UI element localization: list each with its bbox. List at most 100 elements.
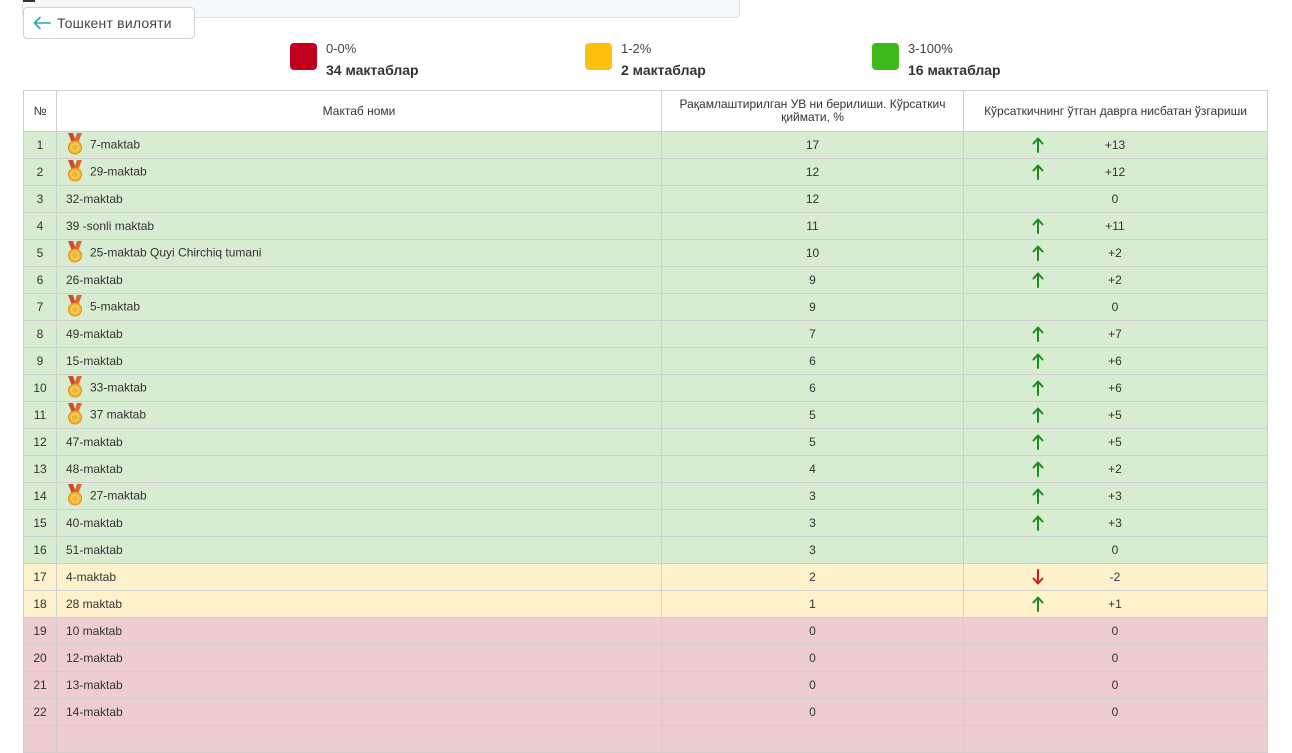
- table-row[interactable]: 22 14-maktab 0 0: [23, 698, 1268, 726]
- table-row[interactable]: 16 51-maktab 3 0: [23, 536, 1268, 564]
- school-name-cell: 48-maktab: [56, 455, 662, 483]
- arrow-up-icon: [1031, 406, 1045, 424]
- change-value: +7: [1108, 327, 1122, 341]
- row-number: 6: [23, 266, 57, 294]
- table-row[interactable]: 17 4-maktab 2 -2: [23, 563, 1268, 591]
- change-cell: 0: [963, 644, 1268, 672]
- arrow-up-icon: [1031, 487, 1045, 505]
- indicator-value: 2: [661, 563, 964, 591]
- indicator-value: 10: [661, 239, 964, 267]
- header-change[interactable]: Кўрсаткичнинг ўтган даврга нисбатан ўзга…: [963, 90, 1268, 132]
- row-number: 22: [23, 698, 57, 726]
- change-cell: 0: [963, 671, 1268, 699]
- table-row[interactable]: 4 39 -sonli maktab 11 +11: [23, 212, 1268, 240]
- table-row[interactable]: 9 15-maktab 6 +6: [23, 347, 1268, 375]
- school-name-cell: 32-maktab: [56, 185, 662, 213]
- row-number: 11: [23, 401, 57, 429]
- arrow-up-icon: [1031, 595, 1045, 613]
- school-name: 15-maktab: [66, 354, 123, 368]
- change-value: +2: [1108, 246, 1122, 260]
- school-name-cell: 29-maktab: [56, 158, 662, 186]
- row-number: 14: [23, 482, 57, 510]
- table-row[interactable]: 20 12-maktab 0 0: [23, 644, 1268, 672]
- search-bar-remnant[interactable]: [22, 0, 740, 18]
- school-name-cell: 27-maktab: [56, 482, 662, 510]
- arrow-up-icon: [1031, 271, 1045, 289]
- header-number[interactable]: №: [23, 90, 57, 132]
- school-name: 26-maktab: [66, 273, 123, 287]
- change-value: -2: [1109, 570, 1121, 584]
- change-cell: 0: [963, 617, 1268, 645]
- table-row[interactable]: 18 28 maktab 1 +1: [23, 590, 1268, 618]
- legend-item-green: 3-100% 16 мактаблар: [872, 42, 1001, 82]
- indicator-value: 0: [661, 698, 964, 726]
- table-row[interactable]: 1 7-maktab 17 +13: [23, 131, 1268, 159]
- row-number: 10: [23, 374, 57, 402]
- change-cell: +3: [963, 482, 1268, 510]
- medal-icon: [66, 483, 84, 506]
- indicator-value: 1: [661, 590, 964, 618]
- legend-count: 16 мактаблар: [908, 62, 1001, 78]
- back-button-label: Тошкент вилояти: [57, 15, 172, 31]
- school-name-cell: 10 maktab: [56, 617, 662, 645]
- table-row[interactable]: 21 13-maktab 0 0: [23, 671, 1268, 699]
- indicator-value: 3: [661, 482, 964, 510]
- change-value: 0: [1111, 300, 1119, 314]
- table-row[interactable]: 14 27-maktab 3 +3: [23, 482, 1268, 510]
- table-row[interactable]: 3 32-maktab 12 0: [23, 185, 1268, 213]
- school-name-cell: 47-maktab: [56, 428, 662, 456]
- change-cell: +7: [963, 320, 1268, 348]
- change-cell: 0: [963, 293, 1268, 321]
- table-row[interactable]: 5 25-maktab Quyi Chirchiq tumani 10 +2: [23, 239, 1268, 267]
- school-name-cell: 12-maktab: [56, 644, 662, 672]
- table-row[interactable]: 10 33-maktab 6 +6: [23, 374, 1268, 402]
- row-number: 7: [23, 293, 57, 321]
- change-value: +1: [1108, 597, 1122, 611]
- row-number: 21: [23, 671, 57, 699]
- back-button[interactable]: Тошкент вилояти: [23, 7, 195, 39]
- school-name: 4-maktab: [66, 570, 117, 584]
- indicator-value: 9: [661, 266, 964, 294]
- row-number: 18: [23, 590, 57, 618]
- school-name: 7-maktab: [90, 137, 141, 152]
- arrow-up-icon: [1031, 136, 1045, 154]
- change-value: +11: [1105, 219, 1125, 233]
- table-row[interactable]: 2 29-maktab 12 +12: [23, 158, 1268, 186]
- table-row[interactable]: 7 5-maktab 9 0: [23, 293, 1268, 321]
- change-value: +6: [1108, 354, 1122, 368]
- header-value[interactable]: Рақамлаштирилган УВ ни берилиши. Кўрсатк…: [661, 90, 964, 132]
- change-cell: +12: [963, 158, 1268, 186]
- row-number: 9: [23, 347, 57, 375]
- row-number: 5: [23, 239, 57, 267]
- row-number: 2: [23, 158, 57, 186]
- change-cell: +13: [963, 131, 1268, 159]
- row-number: 17: [23, 563, 57, 591]
- table-row[interactable]: 11 37 maktab 5 +5: [23, 401, 1268, 429]
- indicator-value: 4: [661, 455, 964, 483]
- arrow-up-icon: [1031, 433, 1045, 451]
- table-row[interactable]: 13 48-maktab 4 +2: [23, 455, 1268, 483]
- table-row[interactable]: 12 47-maktab 5 +5: [23, 428, 1268, 456]
- indicator-value: 11: [661, 212, 964, 240]
- schools-table: № Мактаб номи Рақамлаштирилган УВ ни бер…: [23, 90, 1268, 753]
- arrow-up-icon: [1031, 244, 1045, 262]
- table-row[interactable]: 8 49-maktab 7 +7: [23, 320, 1268, 348]
- table-header-row: № Мактаб номи Рақамлаштирилган УВ ни бер…: [23, 90, 1268, 132]
- legend-count: 2 мактаблар: [621, 62, 706, 78]
- header-school-name[interactable]: Мактаб номи: [56, 90, 662, 132]
- school-name-cell: 28 maktab: [56, 590, 662, 618]
- arrow-up-icon: [1031, 325, 1045, 343]
- table-row[interactable]: 19 10 maktab 0 0: [23, 617, 1268, 645]
- table-row[interactable]: 6 26-maktab 9 +2: [23, 266, 1268, 294]
- school-name-cell: 33-maktab: [56, 374, 662, 402]
- row-number: 3: [23, 185, 57, 213]
- change-cell: 0: [963, 185, 1268, 213]
- change-value: 0: [1111, 651, 1119, 665]
- medal-icon: [66, 402, 84, 425]
- arrow-down-icon: [1031, 568, 1045, 586]
- indicator-value: 5: [661, 401, 964, 429]
- change-value: +13: [1104, 138, 1126, 152]
- table-row[interactable]: 15 40-maktab 3 +3: [23, 509, 1268, 537]
- indicator-value: 17: [661, 131, 964, 159]
- change-value: +5: [1108, 435, 1122, 449]
